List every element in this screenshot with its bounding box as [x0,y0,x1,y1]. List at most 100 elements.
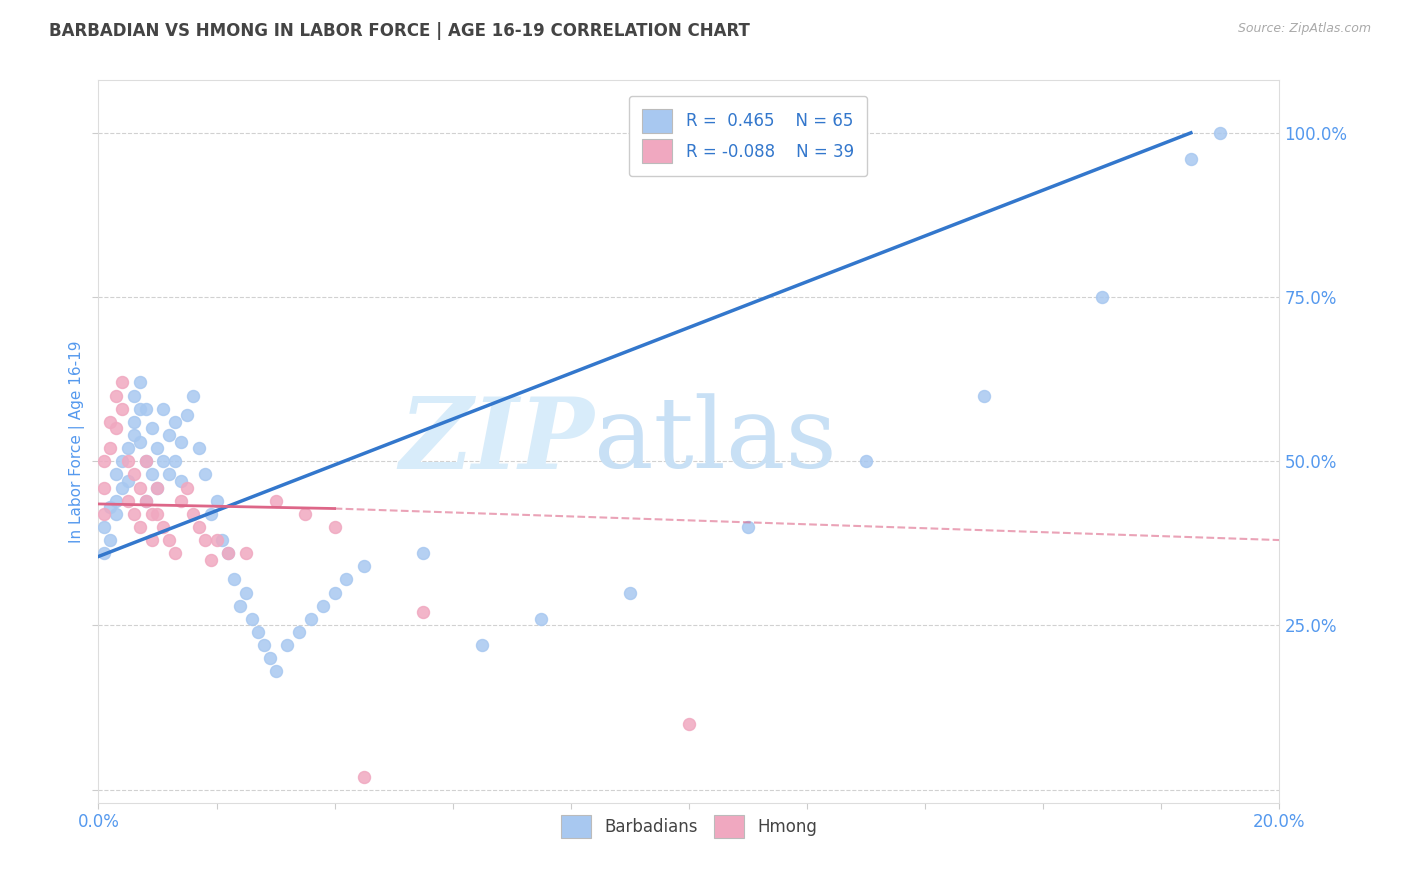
Point [412,546,434,560]
Point [224,573,246,587]
Point [146,507,169,521]
Point [122,428,145,442]
Point [200,553,222,567]
Point [117,474,139,488]
Point [93,454,115,468]
Point [294,507,316,521]
Text: ZIP: ZIP [399,393,595,490]
Point [146,481,169,495]
Point [105,493,128,508]
Point [194,533,217,547]
Point [181,388,204,402]
Point [122,388,145,402]
Point [855,454,877,468]
Point [117,441,139,455]
Point [323,520,346,534]
Point [93,481,115,495]
Point [135,401,157,416]
Point [170,474,193,488]
Point [181,507,204,521]
Point [165,546,187,560]
Point [141,533,163,547]
Text: Source: ZipAtlas.com: Source: ZipAtlas.com [1237,22,1371,36]
Point [128,401,150,416]
Point [122,507,145,521]
Point [152,454,174,468]
Point [146,481,169,495]
Point [471,638,494,652]
Point [122,467,145,482]
Point [353,559,375,574]
Point [117,493,139,508]
Point [1209,126,1232,140]
Point [240,612,263,626]
Point [105,421,128,435]
Point [152,401,174,416]
Point [135,493,157,508]
Point [619,585,641,599]
Point [152,520,174,534]
Point [105,467,128,482]
Point [141,507,163,521]
Point [229,599,252,613]
Point [246,625,269,640]
Point [205,493,228,508]
Point [176,481,198,495]
Point [264,665,287,679]
Point [530,612,553,626]
Point [122,415,145,429]
Point [170,493,193,508]
Point [128,434,150,449]
Point [128,520,150,534]
Point [128,376,150,390]
Point [157,428,180,442]
Point [170,434,193,449]
Point [235,546,257,560]
Point [141,421,163,435]
Point [135,454,157,468]
Point [678,717,700,731]
Point [323,585,346,599]
Point [412,605,434,619]
Point [98,533,121,547]
Point [93,546,115,560]
Point [135,493,157,508]
Point [98,441,121,455]
Point [105,507,128,521]
Text: BARBADIAN VS HMONG IN LABOR FORCE | AGE 16-19 CORRELATION CHART: BARBADIAN VS HMONG IN LABOR FORCE | AGE … [49,22,749,40]
Point [353,770,375,784]
Point [141,467,163,482]
Point [165,454,187,468]
Point [187,441,209,455]
Point [217,546,239,560]
Legend: Barbadians, Hmong: Barbadians, Hmong [554,808,824,845]
Point [235,585,257,599]
Point [165,415,187,429]
Point [111,454,134,468]
Point [205,533,228,547]
Point [259,651,281,665]
Text: atlas: atlas [595,393,837,490]
Point [973,388,995,402]
Point [111,376,134,390]
Point [335,573,357,587]
Point [299,612,322,626]
Point [187,520,209,534]
Point [1091,290,1114,304]
Point [98,500,121,515]
Point [176,409,198,423]
Point [276,638,298,652]
Point [211,533,233,547]
Point [157,467,180,482]
Point [146,441,169,455]
Point [253,638,276,652]
Point [200,507,222,521]
Point [264,493,287,508]
Point [312,599,335,613]
Point [93,520,115,534]
Y-axis label: In Labor Force | Age 16-19: In Labor Force | Age 16-19 [69,340,84,543]
Point [98,415,121,429]
Point [288,625,311,640]
Point [194,467,217,482]
Point [93,507,115,521]
